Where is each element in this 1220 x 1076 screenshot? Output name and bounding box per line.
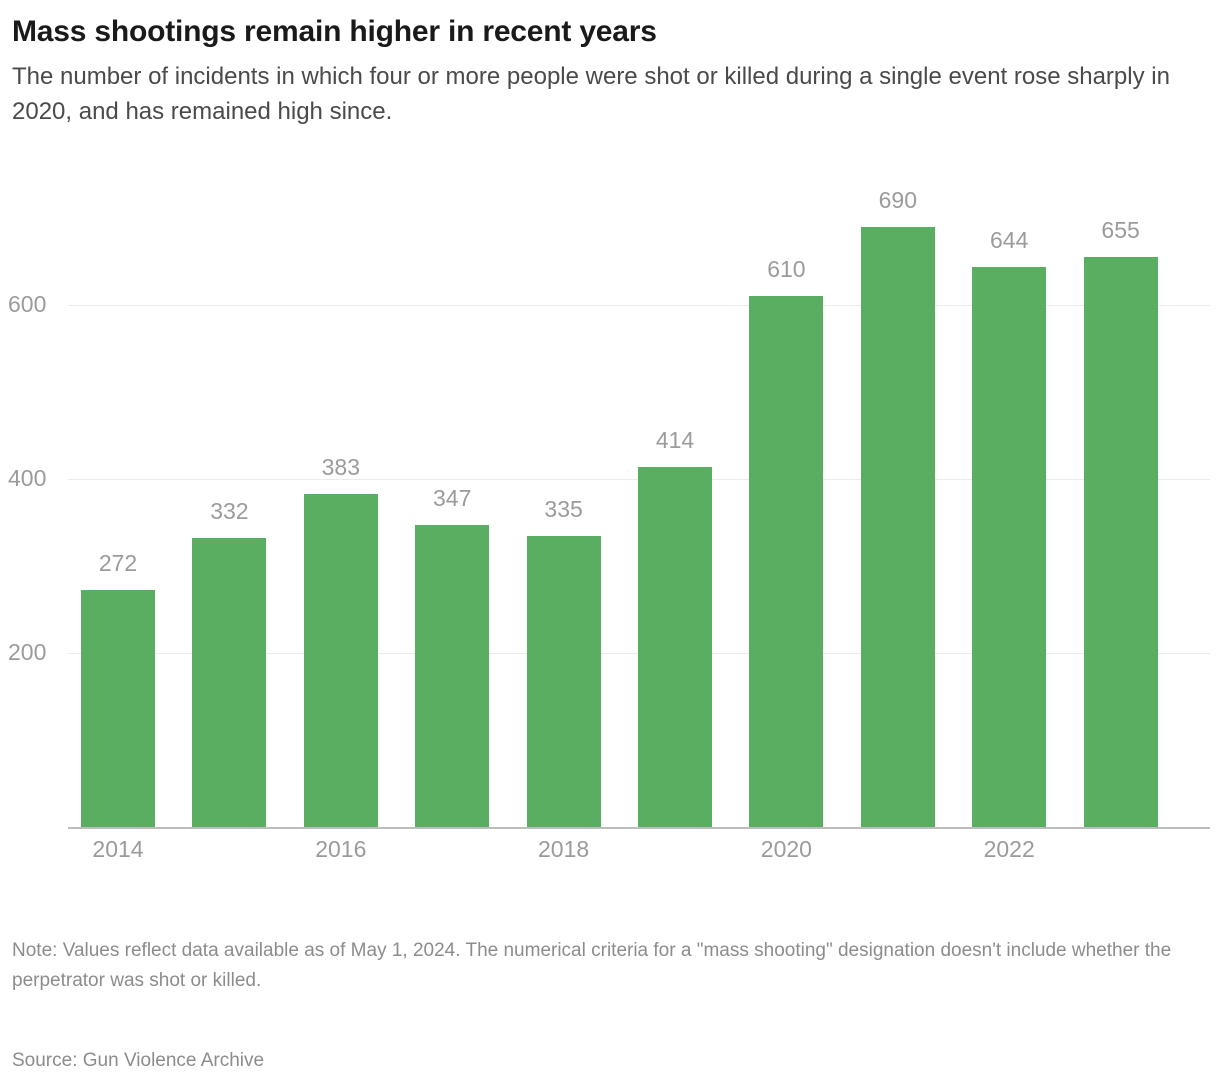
x-axis-tick-label-2018: 2018 [538, 836, 590, 862]
bar-2022[interactable] [972, 266, 1047, 827]
x-axis-tick-label-2020: 2020 [760, 836, 812, 862]
x-axis-tick-label-2016: 2016 [315, 836, 367, 862]
bar-2017[interactable] [415, 525, 490, 827]
bar-value-label-2016: 383 [321, 453, 360, 480]
bar-2018[interactable] [526, 535, 601, 827]
x-axis-tick-label-2022: 2022 [983, 836, 1035, 862]
chart-source: Source: Gun Violence Archive [12, 1050, 265, 1071]
bar-chart: 200 400 600 272 2014 332 383 2016 347 335 2018 414 6… [8, 186, 1210, 862]
bar-value-label-2014: 272 [98, 550, 138, 577]
gridline-600 [68, 305, 1210, 306]
bar-value-label-2022: 644 [990, 226, 1029, 253]
bar-2015[interactable] [192, 538, 267, 827]
bar-2014[interactable] [81, 590, 155, 827]
bar-value-label-2021: 690 [878, 186, 917, 213]
chart-note: Note: Values reflect data available as o… [12, 940, 1172, 991]
bar-value-label-2018: 335 [544, 495, 583, 522]
chart-plot-area: 200 400 600 272 2014 332 383 2016 347 335 2018 414 6… [8, 186, 1210, 862]
bar-value-label-2017: 347 [433, 485, 472, 512]
y-axis-tick-label: 600 [8, 291, 47, 317]
bar-2020[interactable] [749, 296, 824, 827]
bar-2016[interactable] [303, 493, 378, 827]
x-axis-line [68, 827, 1210, 829]
bar-2019[interactable] [638, 466, 712, 827]
x-axis-tick-label-2014: 2014 [92, 836, 144, 862]
bar-value-label-2015: 332 [210, 498, 249, 525]
chart-footer: Note: Values reflect data available as o… [12, 936, 1208, 1076]
bar-value-label-2020: 610 [767, 256, 806, 283]
bar-value-label-2023: 655 [1101, 217, 1140, 244]
y-axis-tick-label: 400 [8, 465, 47, 491]
y-axis-tick-label: 200 [8, 639, 47, 665]
page-title: Mass shootings remain higher in recent y… [12, 15, 657, 48]
bar-2023[interactable] [1083, 257, 1158, 827]
bar-2021[interactable] [860, 226, 935, 827]
bar-value-label-2019: 414 [655, 426, 695, 453]
chart-subtitle: The number of incidents in which four or… [12, 63, 1170, 125]
chart-header: Mass shootings remain higher in recent y… [12, 14, 1208, 129]
